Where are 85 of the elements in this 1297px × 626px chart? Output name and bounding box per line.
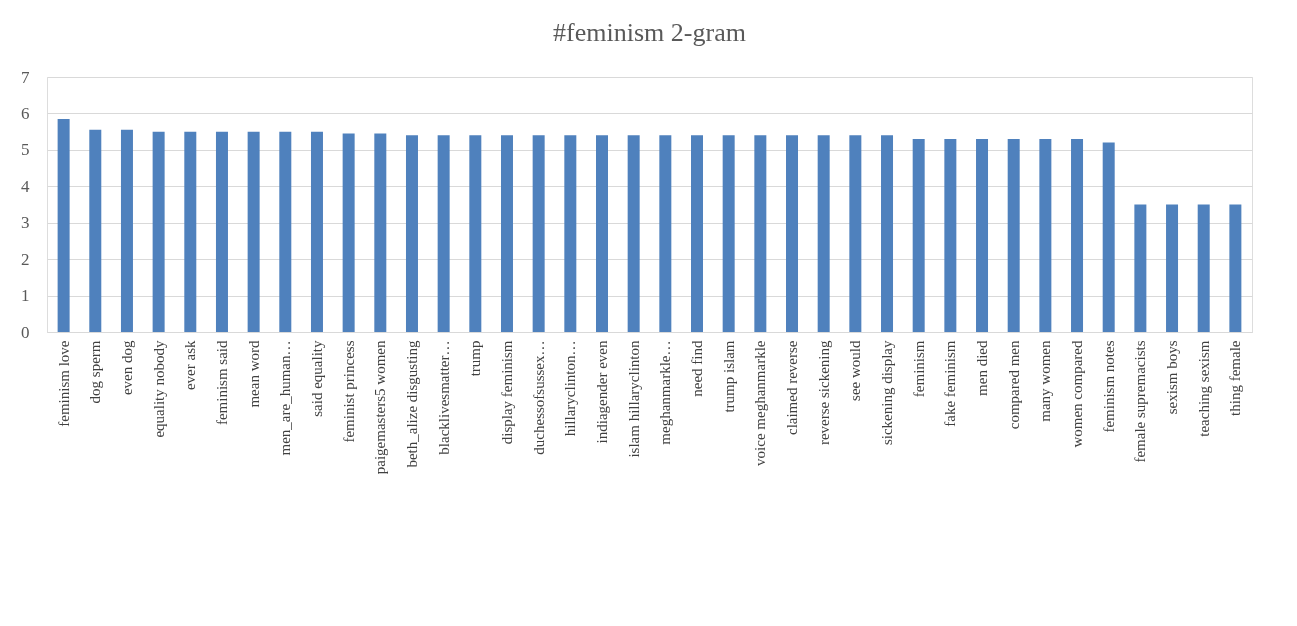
x-tick-label: reverse sickening [815, 340, 832, 446]
bar [120, 129, 133, 332]
x-tick-label: islam hillaryclinton [625, 340, 642, 458]
x-tick-label: trump [467, 340, 484, 377]
x-tick-label: feminism [910, 340, 927, 398]
bar [405, 135, 418, 332]
x-tick-label: sexism boys [1164, 340, 1181, 415]
bar [596, 135, 608, 332]
bar [437, 135, 450, 332]
y-tick-label: 2 [21, 249, 30, 269]
bar [1039, 138, 1052, 332]
bar [342, 133, 355, 332]
x-tick-label: men died [974, 340, 991, 396]
bar [627, 135, 640, 332]
x-tick-label: even dog [118, 340, 135, 396]
x-tick-label: compared men [1005, 340, 1022, 430]
x-tick-label: mean word [245, 340, 262, 408]
x-tick-label: feminism said [213, 340, 230, 426]
x-tick-label: hillaryclinton… [562, 340, 579, 437]
bar [532, 135, 545, 332]
y-tick-label: 6 [21, 103, 30, 123]
y-tick-label: 1 [21, 286, 30, 306]
bar [469, 135, 482, 332]
bar [184, 131, 197, 332]
x-tick-label: women compared [1069, 340, 1086, 448]
x-tick-label: female supremacists [1132, 340, 1149, 463]
bar [279, 131, 292, 332]
bar [722, 135, 735, 332]
x-tick-label: many women [1037, 340, 1054, 422]
x-tick-label: claimed reverse [784, 340, 801, 436]
x-tick-label: thing female [1227, 340, 1244, 416]
y-tick-label: 5 [21, 140, 30, 160]
x-tick-label: duchessofsussex… [530, 340, 547, 455]
bar [1102, 142, 1115, 332]
bar [754, 135, 767, 332]
x-tick-label: teaching sexism [1195, 340, 1212, 437]
bar [976, 138, 989, 332]
bar [1134, 204, 1147, 332]
bar [1229, 204, 1242, 332]
bar [912, 138, 925, 332]
x-tick-label: see would [847, 340, 864, 401]
bar [691, 135, 703, 332]
bar [57, 118, 70, 332]
bar [89, 129, 102, 332]
x-tick-label: ever ask [182, 340, 199, 391]
bar [786, 135, 799, 332]
x-tick-label: dog sperm [87, 340, 104, 404]
bar [944, 138, 957, 332]
x-tick-label: display feminism [498, 340, 515, 445]
bar [215, 131, 228, 332]
bar [1197, 204, 1210, 332]
x-tick-label: paigemasters5 women [372, 340, 389, 475]
x-tick-label: indiagender even [594, 340, 610, 444]
chart-title: #feminism 2-gram [553, 18, 746, 47]
y-tick-label: 0 [21, 322, 30, 342]
bar [564, 135, 577, 332]
y-tick-label: 3 [21, 213, 30, 233]
x-tick-label: blacklivesmatter… [435, 340, 452, 455]
x-tick-label: sickening display [879, 340, 896, 446]
bar [310, 131, 323, 332]
x-tick-label: fake feminism [942, 340, 959, 427]
x-tick-label: feminism notes [1100, 340, 1117, 433]
x-tick-label: trump islam [720, 340, 737, 413]
bar [881, 135, 894, 332]
bar [152, 131, 165, 332]
y-tick-label: 4 [21, 176, 30, 196]
bar [500, 135, 513, 332]
bar [817, 135, 830, 332]
x-tick-label: men_are_human… [277, 340, 294, 456]
bar [849, 135, 862, 332]
bar [247, 131, 260, 332]
x-tick-label: beth_alize disgusting [403, 340, 420, 468]
bar [1071, 138, 1084, 332]
x-tick-label: need find [689, 340, 705, 397]
y-tick-label: 7 [21, 67, 30, 87]
x-tick-label: said equality [308, 340, 325, 417]
x-tick-label: equality nobody [150, 340, 167, 438]
bar [659, 135, 672, 332]
bar [1007, 138, 1020, 332]
x-tick-label: feminism love [55, 340, 72, 427]
x-tick-label: feminist princess [340, 340, 357, 443]
x-tick-label: meghanmarkle… [657, 340, 674, 445]
x-tick-label: voice meghanmarkle [752, 340, 769, 466]
bar [1166, 204, 1179, 332]
bar [374, 133, 387, 332]
